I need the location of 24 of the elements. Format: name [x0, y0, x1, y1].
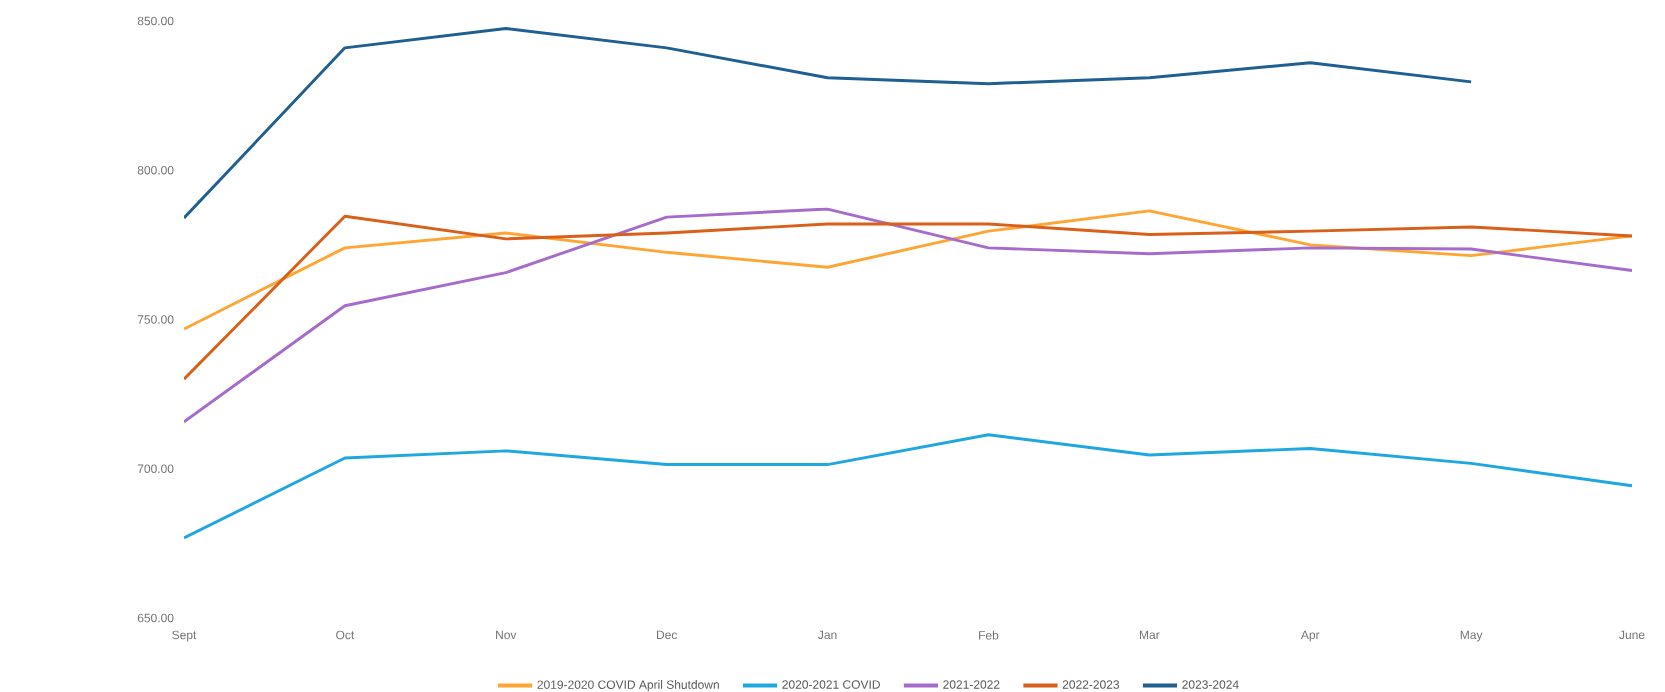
- x-tick-label: Nov: [496, 630, 517, 640]
- x-tick-label: Dec: [656, 630, 678, 640]
- x-tick-label: May: [1460, 630, 1483, 642]
- x-tick-label: Jan: [818, 630, 837, 640]
- y-tick-label: 800.00: [137, 165, 174, 175]
- legend-label: 2022-2023: [1062, 680, 1120, 689]
- x-tick-label: Oct: [336, 630, 355, 640]
- line-series: [184, 214, 1633, 381]
- y-tick-label: 650.00: [137, 613, 174, 623]
- x-tick-label: Feb: [979, 630, 999, 640]
- legend-label: 2021-2022: [943, 680, 1000, 689]
- legend-label: 2023-2024: [1182, 680, 1239, 689]
- line-series: [184, 433, 1633, 540]
- x-tick-label: June: [1619, 630, 1645, 640]
- x-tick-label: Apr: [1300, 630, 1320, 642]
- x-tick-label: Mar: [1140, 630, 1160, 640]
- legend-label: 2020-2021 COVID: [782, 680, 880, 689]
- x-tick-label: Sept: [172, 630, 197, 642]
- line-series: [184, 26, 1473, 220]
- legend-label: 2019-2020 COVID April Shutdown: [537, 680, 719, 692]
- y-tick-label: 700.00: [137, 464, 174, 474]
- line-series: [184, 207, 1633, 424]
- y-tick-label: 850.00: [137, 16, 174, 26]
- y-tick-label: 750.00: [137, 315, 174, 324]
